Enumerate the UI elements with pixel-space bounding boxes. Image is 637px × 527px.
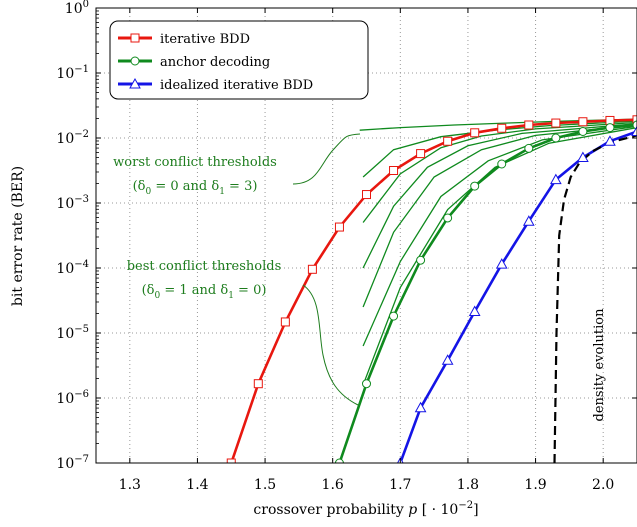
x-tick-label-7: 2.0 [592,477,614,493]
annotation-best-line1: best conflict thresholds [127,259,282,274]
series-1-point-7 [524,143,534,153]
y-tick-label-6: 10−6 [56,389,89,407]
series-2-point-6 [550,173,562,185]
legend-item-ideal: idealized iterative BDD [118,77,313,93]
threshold-curve-1 [362,120,637,178]
series-2-point-4 [495,258,508,269]
x-axis-ticks: 1.3 1.4 1.5 1.6 1.7 1.8 1.9 2.0 [119,8,614,493]
series-1-point-0 [334,458,344,463]
series-2-point-2 [441,354,454,365]
series-1-point-9 [578,127,588,136]
legend-marker-anchor [130,56,140,66]
series-2-point-5 [522,215,535,226]
legend-label-ideal: idealized iterative BDD [160,78,313,93]
series-1-point-11 [632,120,637,130]
y-axis-ticks: 100 10−1 10−2 10−3 10−4 10−5 10−6 10−7 [56,0,637,472]
density-evolution-label: density evolution [592,308,607,422]
y-tick-label-2: 10−2 [56,129,89,147]
series-1-point-10 [605,123,615,133]
y-tick-label-0: 100 [65,0,89,17]
annotation-worst-leader [292,133,361,185]
series-markers [226,115,637,463]
series-0-point-6 [389,166,399,175]
threshold-curve-4 [362,124,637,308]
x-tick-label-2: 1.5 [254,477,276,493]
series-0-point-4 [334,222,344,232]
legend: iterative BDD anchor decoding idealized … [109,20,369,100]
legend-marker-ideal [129,77,141,89]
series-2-point-8 [604,135,616,146]
series-line-3 [553,134,637,463]
series-0-point-10 [497,123,507,133]
threshold-curve-0 [359,118,637,131]
series-line-0 [230,118,637,463]
series-1-point-1 [362,379,371,389]
x-tick-label-1: 1.4 [186,477,208,493]
series-0-point-1 [253,379,263,389]
series-0-point-15 [632,115,637,125]
legend-marker-iterative [130,33,140,43]
annotation-best-thresholds: best conflict thresholds (δ0 = 1 and δ1 … [127,259,359,406]
x-axis-label: crossover probability p [ · 10−2] [253,500,478,518]
series-2-point-7 [577,151,589,162]
legend-item-anchor: anchor decoding [118,55,270,70]
series-0-point-9 [470,128,480,138]
legend-label-anchor: anchor decoding [160,55,270,70]
annotation-best-line2: (δ0 = 1 and δ1 = 0) [142,283,267,301]
x-tick-label-0: 1.3 [119,477,141,493]
threshold-curve-3 [362,123,637,269]
series-1-point-2 [389,311,399,321]
series-1-point-3 [416,255,426,265]
x-tick-label-4: 1.7 [389,477,411,493]
series-0-point-7 [416,149,426,159]
y-tick-label-3: 10−3 [56,194,89,212]
threshold-curve-2 [362,121,637,223]
y-tick-label-7: 10−7 [56,454,89,472]
series-0-point-11 [524,120,534,130]
legend-box [109,20,369,100]
x-tick-label-3: 1.6 [322,477,344,493]
series-0-point-8 [443,136,453,146]
series-0-point-0 [226,458,236,463]
series-0-point-5 [362,190,371,200]
y-tick-label-1: 10−1 [56,64,89,82]
series-2-point-9 [631,125,637,136]
legend-label-iterative: iterative BDD [160,32,250,47]
annotation-worst-line2: (δ0 = 0 and δ1 = 3) [133,179,258,197]
annotation-best-leader [302,284,359,406]
series-lines [230,118,637,463]
y-tick-label-4: 10−4 [56,259,89,277]
x-tick-label-5: 1.8 [457,477,479,493]
y-axis-label: bit error rate (BER) [10,166,26,306]
series-1-point-4 [443,213,453,223]
y-tick-label-5: 10−5 [56,324,89,342]
series-1-point-8 [551,133,561,143]
series-1-point-5 [470,181,480,191]
series-2-point-3 [468,305,481,317]
x-tick-label-6: 1.9 [524,477,546,493]
series-2-point-1 [414,401,427,413]
annotation-worst-line1: worst conflict thresholds [113,155,277,170]
series-0-point-13 [578,117,588,127]
series-line-1 [338,123,637,463]
annotation-worst-thresholds: worst conflict thresholds (δ0 = 0 and δ1… [113,133,361,197]
series-0-point-3 [307,264,317,274]
legend-item-iterative: iterative BDD [118,32,250,47]
series-0-point-12 [551,118,561,128]
series-1-point-6 [497,159,507,169]
plot-frame [95,7,637,464]
series-0-point-2 [280,317,290,327]
